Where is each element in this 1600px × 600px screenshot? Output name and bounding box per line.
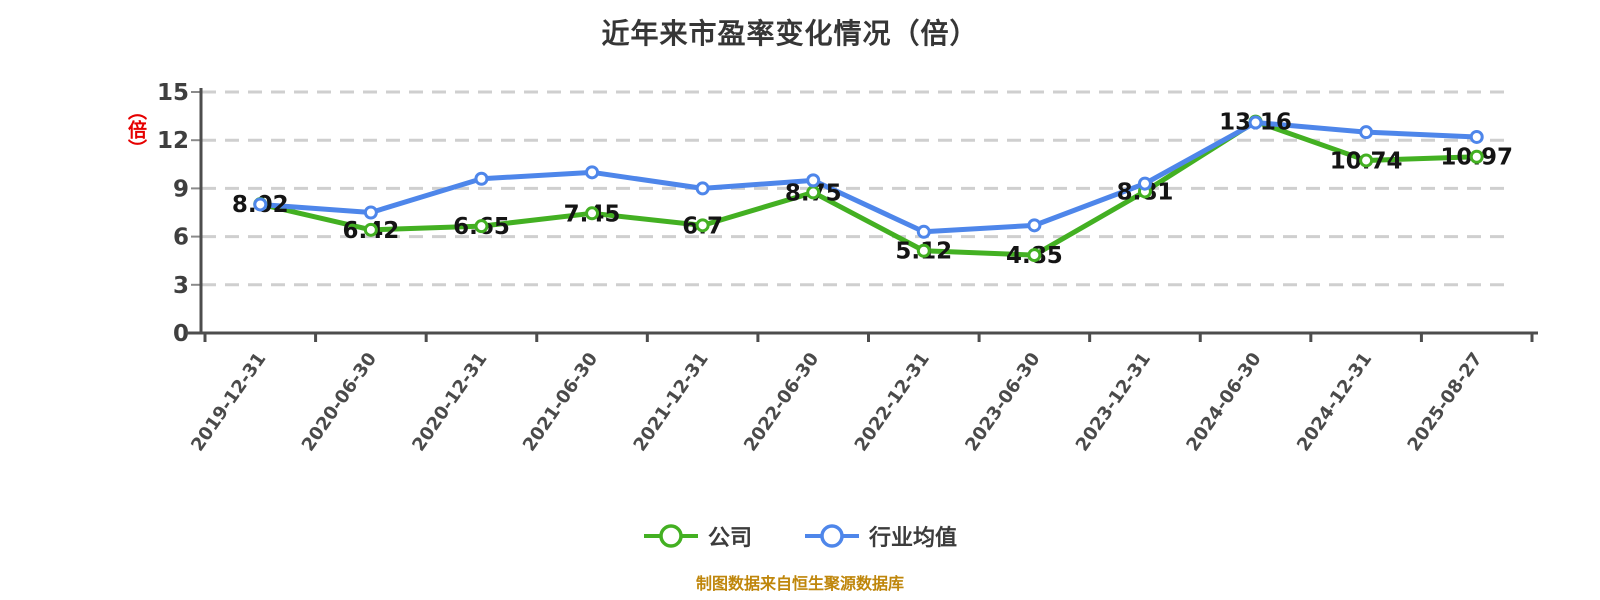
- series-line-行业均值: [257, 120, 1480, 235]
- data-point-公司-2023-06-30: [1027, 248, 1042, 263]
- data-point-行业均值-2022-12-31: [916, 224, 931, 239]
- company-series-marker-icon: [643, 524, 698, 548]
- data-point-行业均值-2022-06-30: [806, 173, 821, 188]
- x-axis-label-2024-06-30: 2024-06-30: [1182, 349, 1265, 455]
- data-point-公司-2022-12-31: [916, 243, 931, 258]
- y-axis-label-0: 0: [173, 321, 189, 347]
- y-axis-label-3: 3: [173, 273, 189, 299]
- x-axis-label-2020-06-30: 2020-06-30: [298, 349, 381, 455]
- legend-item-company[interactable]: 公司: [643, 520, 752, 552]
- y-axis-label-12: 12: [157, 128, 189, 154]
- data-point-公司-2021-12-31: [695, 218, 710, 233]
- data-point-公司-2021-06-30: [585, 206, 600, 221]
- x-axis-label-2023-06-30: 2023-06-30: [961, 349, 1044, 455]
- data-point-行业均值-2019-12-31: [253, 197, 268, 212]
- x-axis-label-2021-12-31: 2021-12-31: [629, 349, 712, 455]
- x-axis-label-2025-08-27: 2025-08-27: [1404, 349, 1487, 455]
- industry-average-series-marker-icon: [805, 524, 859, 548]
- y-axis-label-6: 6: [173, 225, 189, 251]
- data-point-行业均值-2024-12-31: [1359, 125, 1374, 140]
- data-point-行业均值-2020-12-31: [474, 171, 489, 186]
- x-axis-label-2021-06-30: 2021-06-30: [519, 349, 602, 455]
- y-axis-unit-label: （倍）: [125, 101, 147, 158]
- legend-label-industry-average: 行业均值: [869, 526, 958, 551]
- chart-legend: 公司 行业均值: [0, 520, 1600, 552]
- data-point-行业均值-2023-06-30: [1027, 218, 1042, 233]
- data-point-行业均值-2020-06-30: [363, 205, 378, 220]
- data-point-行业均值-2025-08-27: [1469, 129, 1484, 144]
- data-point-行业均值-2021-12-31: [695, 181, 710, 196]
- data-point-公司-2025-08-27: [1469, 149, 1484, 164]
- data-point-行业均值-2023-12-31: [1137, 176, 1152, 191]
- y-axis-label-15: 15: [157, 80, 189, 106]
- legend-label-company: 公司: [707, 526, 752, 551]
- data-point-公司-2020-06-30: [363, 222, 378, 237]
- data-source-note: 制图数据来自恒生聚源数据库: [695, 574, 904, 593]
- x-axis-label-2022-12-31: 2022-12-31: [851, 349, 934, 455]
- x-axis-label-2019-12-31: 2019-12-31: [187, 349, 270, 455]
- data-point-行业均值-2024-06-30: [1248, 115, 1263, 130]
- x-axis-label-2022-06-30: 2022-06-30: [740, 349, 823, 455]
- data-point-行业均值-2021-06-30: [585, 165, 600, 180]
- data-point-公司-2020-12-31: [474, 219, 489, 234]
- data-point-公司-2024-12-31: [1359, 153, 1374, 168]
- x-axis-label-2024-12-31: 2024-12-31: [1293, 349, 1376, 455]
- chart-title: 近年来市盈率变化情况（倍）: [601, 17, 979, 50]
- y-axis-label-9: 9: [173, 176, 189, 202]
- x-axis-label-2023-12-31: 2023-12-31: [1072, 349, 1155, 455]
- legend-item-industry-average[interactable]: 行业均值: [804, 520, 957, 552]
- x-axis-label-2020-12-31: 2020-12-31: [408, 349, 491, 455]
- data-point-公司-2022-06-30: [806, 185, 821, 200]
- series-line-公司: [257, 119, 1480, 258]
